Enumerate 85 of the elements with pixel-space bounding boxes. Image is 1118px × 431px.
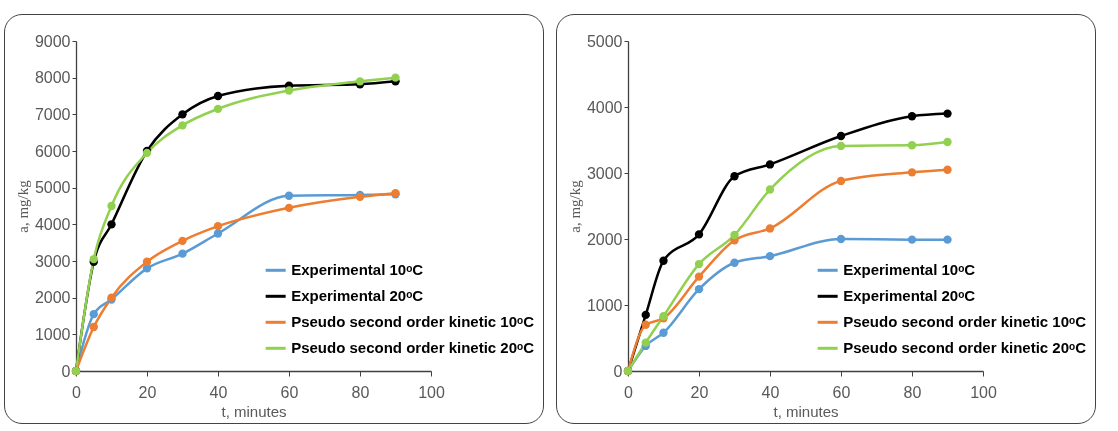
point: [641, 310, 650, 320]
point: [284, 191, 294, 200]
point: [907, 168, 917, 177]
point: [89, 322, 98, 332]
x-tick-label: 0: [624, 383, 634, 401]
point: [178, 121, 187, 130]
legend-label: Pseudo second order kinetic 20ᵒC: [291, 339, 535, 357]
point: [213, 104, 223, 114]
point: [641, 338, 650, 347]
y-tick-label: 0: [61, 362, 71, 380]
y-tick-label: 8000: [34, 69, 71, 87]
y-tick-label: 4000: [586, 98, 623, 116]
point: [107, 220, 116, 229]
y-tick-label: 4000: [34, 215, 71, 233]
point: [694, 284, 704, 294]
point: [730, 230, 739, 240]
point: [765, 251, 775, 261]
y-tick-label: 2000: [34, 289, 71, 307]
point: [836, 131, 846, 141]
point: [730, 172, 739, 181]
point: [836, 176, 846, 186]
x-tick-label: 0: [72, 383, 82, 401]
y-tick-label: 1000: [586, 296, 623, 314]
point: [943, 165, 952, 174]
legend-label: Experimental 10ᵒC: [843, 261, 976, 279]
y-tick-label: 2000: [586, 230, 623, 248]
point: [943, 235, 952, 244]
legend-label: Pseudo second order kinetic 10ᵒC: [843, 313, 1087, 331]
point: [178, 110, 187, 119]
x-axis-title: t, minutes: [221, 402, 287, 420]
point: [641, 320, 650, 329]
y-tick-label: 5000: [586, 32, 623, 50]
point: [943, 109, 952, 118]
x-tick-label: 40: [209, 383, 228, 401]
x-tick-label: 40: [761, 383, 780, 401]
point: [836, 234, 846, 244]
point: [694, 272, 704, 281]
x-tick-label: 20: [690, 383, 709, 401]
point: [836, 141, 846, 151]
point: [178, 236, 187, 246]
y-tick-label: 0: [613, 362, 623, 380]
x-tick-label: 60: [832, 383, 851, 401]
point: [659, 256, 668, 265]
point: [907, 235, 917, 244]
legend-label: Pseudo second order kinetic 20ᵒC: [843, 339, 1087, 357]
point: [765, 185, 775, 194]
point: [89, 309, 98, 319]
x-tick-label: 60: [280, 383, 299, 401]
x-tick-label: 80: [903, 383, 922, 401]
point: [107, 201, 116, 211]
x-tick-label: 100: [418, 383, 445, 401]
y-tick-label: 3000: [586, 164, 623, 182]
point: [213, 229, 223, 238]
point: [765, 224, 775, 233]
point: [907, 141, 917, 150]
point: [765, 160, 775, 169]
legend-label: Experimental 10ᵒC: [291, 261, 424, 279]
point: [694, 259, 704, 269]
y-tick-label: 6000: [34, 142, 71, 160]
point: [659, 328, 668, 337]
x-tick-label: 100: [970, 383, 997, 401]
legend-label: Experimental 20ᵒC: [291, 287, 424, 305]
y-tick-label: 5000: [34, 179, 71, 197]
legend-label: Experimental 20ᵒC: [843, 287, 976, 305]
point: [213, 221, 223, 231]
y-tick-label: 3000: [34, 252, 71, 270]
point: [284, 86, 294, 95]
y-axis-title: a, mg/kg: [14, 179, 31, 233]
legend-label: Pseudo second order kinetic 10ᵒC: [291, 313, 535, 331]
point: [142, 257, 152, 266]
y-tick-label: 9000: [34, 32, 71, 50]
point: [907, 112, 917, 121]
point: [943, 137, 952, 147]
x-tick-label: 80: [351, 383, 370, 401]
point: [284, 203, 294, 213]
x-tick-label: 20: [138, 383, 157, 401]
point: [694, 230, 704, 239]
y-tick-label: 1000: [34, 325, 71, 343]
point: [213, 91, 223, 101]
point: [391, 73, 400, 82]
y-axis-title: a, mg/kg: [566, 179, 583, 233]
point: [730, 258, 739, 267]
y-tick-label: 7000: [34, 105, 71, 123]
point: [178, 249, 187, 258]
x-axis-title: t, minutes: [773, 402, 839, 420]
